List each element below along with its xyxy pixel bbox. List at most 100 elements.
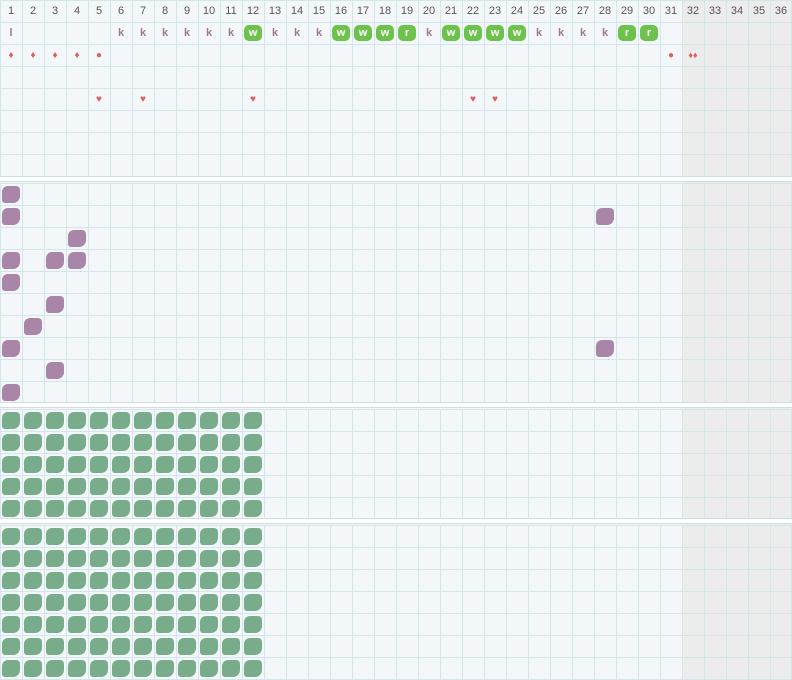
green-blob[interactable] <box>242 409 264 431</box>
double-drop-icon[interactable]: ♦♦ <box>688 50 698 60</box>
green-blob[interactable] <box>44 657 66 679</box>
green-blob[interactable] <box>66 613 88 635</box>
green-blob[interactable] <box>220 569 242 591</box>
green-blob[interactable] <box>22 525 44 547</box>
purple-blob[interactable] <box>0 381 22 403</box>
letter-mark[interactable]: k <box>117 27 125 39</box>
green-blob[interactable] <box>132 431 154 453</box>
purple-blob[interactable] <box>66 249 88 271</box>
green-blob[interactable] <box>220 657 242 679</box>
purple-blob[interactable] <box>0 271 22 293</box>
green-blob[interactable] <box>110 453 132 475</box>
badge-mark[interactable]: r <box>638 22 660 44</box>
green-blob[interactable] <box>44 635 66 657</box>
green-blob[interactable] <box>66 431 88 453</box>
green-blob[interactable] <box>66 453 88 475</box>
green-blob[interactable] <box>198 613 220 635</box>
green-blob[interactable] <box>242 475 264 497</box>
green-blob[interactable] <box>110 569 132 591</box>
green-blob[interactable] <box>22 409 44 431</box>
green-blob[interactable] <box>66 525 88 547</box>
green-blob[interactable] <box>198 547 220 569</box>
green-blob[interactable] <box>88 453 110 475</box>
green-blob[interactable] <box>132 525 154 547</box>
green-blob[interactable] <box>198 431 220 453</box>
green-blob[interactable] <box>154 525 176 547</box>
green-blob[interactable] <box>154 453 176 475</box>
green-blob[interactable] <box>22 497 44 519</box>
green-blob[interactable] <box>66 409 88 431</box>
badge-mark[interactable]: w <box>374 22 396 44</box>
letter-mark[interactable]: l <box>9 27 13 39</box>
green-blob[interactable] <box>22 635 44 657</box>
green-blob[interactable] <box>242 569 264 591</box>
green-blob[interactable] <box>66 657 88 679</box>
green-blob[interactable] <box>44 431 66 453</box>
green-blob[interactable] <box>110 431 132 453</box>
badge-mark[interactable]: w <box>462 22 484 44</box>
badge-mark[interactable]: r <box>616 22 638 44</box>
badge-mark[interactable]: w <box>352 22 374 44</box>
letter-mark[interactable]: k <box>161 27 169 39</box>
green-blob[interactable] <box>198 475 220 497</box>
green-blob[interactable] <box>132 657 154 679</box>
green-blob[interactable] <box>66 475 88 497</box>
green-blob[interactable] <box>242 525 264 547</box>
drop-icon[interactable]: ♦ <box>30 49 36 61</box>
green-blob[interactable] <box>242 613 264 635</box>
green-blob[interactable] <box>176 613 198 635</box>
green-blob[interactable] <box>22 475 44 497</box>
dot-icon[interactable]: ● <box>95 49 103 61</box>
green-blob[interactable] <box>242 657 264 679</box>
green-blob[interactable] <box>88 497 110 519</box>
green-blob[interactable] <box>0 635 22 657</box>
purple-blob[interactable] <box>0 249 22 271</box>
green-blob[interactable] <box>154 657 176 679</box>
badge-mark[interactable]: w <box>242 22 264 44</box>
green-blob[interactable] <box>0 431 22 453</box>
green-blob[interactable] <box>0 657 22 679</box>
green-blob[interactable] <box>66 547 88 569</box>
purple-blob[interactable] <box>22 315 44 337</box>
green-blob[interactable] <box>198 453 220 475</box>
green-blob[interactable] <box>132 497 154 519</box>
green-blob[interactable] <box>110 657 132 679</box>
green-blob[interactable] <box>198 635 220 657</box>
green-blob[interactable] <box>88 657 110 679</box>
green-blob[interactable] <box>44 497 66 519</box>
letter-mark[interactable]: k <box>601 27 609 39</box>
green-blob[interactable] <box>88 591 110 613</box>
green-blob[interactable] <box>44 569 66 591</box>
letter-mark[interactable]: k <box>139 27 147 39</box>
green-blob[interactable] <box>176 525 198 547</box>
green-blob[interactable] <box>110 591 132 613</box>
purple-blob[interactable] <box>594 205 616 227</box>
badge-mark[interactable]: r <box>396 22 418 44</box>
green-blob[interactable] <box>44 453 66 475</box>
heart-icon[interactable]: ♥ <box>470 93 476 105</box>
green-blob[interactable] <box>110 497 132 519</box>
purple-blob[interactable] <box>0 205 22 227</box>
drop-icon[interactable]: ♦ <box>8 49 14 61</box>
green-blob[interactable] <box>44 525 66 547</box>
green-blob[interactable] <box>66 497 88 519</box>
green-blob[interactable] <box>198 569 220 591</box>
green-blob[interactable] <box>110 547 132 569</box>
green-blob[interactable] <box>44 409 66 431</box>
green-blob[interactable] <box>220 497 242 519</box>
green-blob[interactable] <box>176 431 198 453</box>
green-blob[interactable] <box>0 547 22 569</box>
green-blob[interactable] <box>220 409 242 431</box>
green-blob[interactable] <box>220 431 242 453</box>
purple-blob[interactable] <box>44 293 66 315</box>
green-blob[interactable] <box>110 613 132 635</box>
green-blob[interactable] <box>198 497 220 519</box>
green-blob[interactable] <box>0 475 22 497</box>
purple-blob[interactable] <box>0 183 22 205</box>
green-blob[interactable] <box>44 475 66 497</box>
green-blob[interactable] <box>154 497 176 519</box>
green-blob[interactable] <box>88 569 110 591</box>
green-blob[interactable] <box>220 525 242 547</box>
green-blob[interactable] <box>242 635 264 657</box>
green-blob[interactable] <box>154 431 176 453</box>
